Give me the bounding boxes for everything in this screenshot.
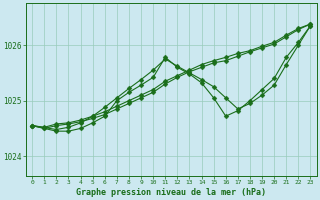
X-axis label: Graphe pression niveau de la mer (hPa): Graphe pression niveau de la mer (hPa) (76, 188, 266, 197)
